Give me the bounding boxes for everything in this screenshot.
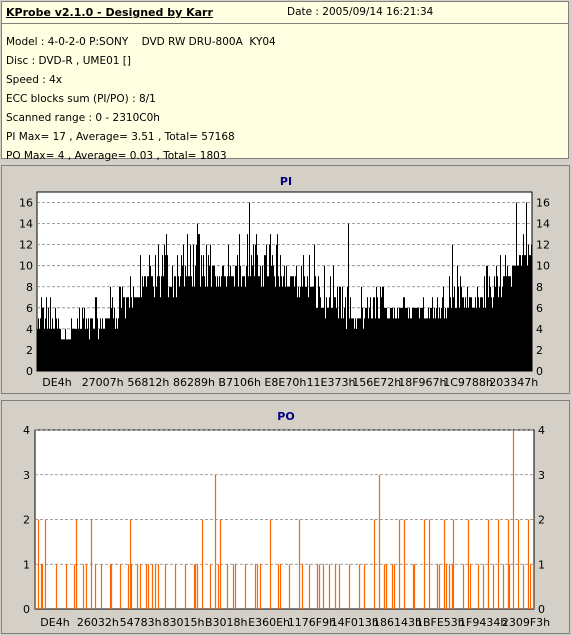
pi-bars [37, 202, 532, 371]
y-tick-label-left: 8 [26, 281, 33, 294]
y-tick-label-left: 6 [26, 302, 33, 315]
info-speed: Speed : 4x [6, 74, 63, 86]
x-tick-label: DE4h [40, 616, 69, 629]
info-scanned-range: Scanned range : 0 - 2310C0h [6, 112, 160, 124]
y-tick-label-left: 16 [19, 197, 33, 210]
po-chart-panel: PO 0 0 1 1 2 2 3 3 4 4 DE4h 26032h 54783h 83015h B3018h… [1, 400, 570, 634]
y-tick-label-right: 3 [538, 469, 545, 482]
scan-date: Date : 2005/09/14 16:21:34 [287, 6, 434, 18]
x-tick-label: 27007h [82, 376, 124, 389]
y-tick-label-left: 4 [23, 424, 30, 437]
y-tick-label-right: 8 [536, 281, 543, 294]
x-tick-label: 186143h [373, 616, 422, 629]
x-tick-label: 1BFE53h [416, 616, 465, 629]
x-tick-label: B3018h [205, 616, 248, 629]
x-tick-label: 86289h [173, 376, 215, 389]
y-tick-label-right: 10 [536, 260, 550, 273]
y-tick-label-right: 4 [536, 323, 543, 336]
y-tick-label-right: 1 [538, 558, 545, 571]
x-tick-label: E8E70h [264, 376, 306, 389]
x-tick-label: 56812h [127, 376, 169, 389]
pi-chart-panel: PI 0 0 2 2 4 4 6 6 8 8 10 10 12 12 14 14 16 16 DE4h 27007h 56… [1, 165, 570, 394]
app-title: KProbe v2.1.0 - Designed by Karr [6, 6, 213, 19]
x-tick-label: 2309F3h [502, 616, 550, 629]
info-divider [2, 23, 568, 24]
y-tick-label-left: 12 [19, 239, 33, 252]
plot-area [34, 429, 535, 610]
x-tick-label: 1C9788h [443, 376, 493, 389]
pi-chart: PI 0 0 2 2 4 4 6 6 8 8 10 10 12 12 14 14 16 16 DE4h 27007h 56… [19, 175, 550, 389]
x-tick-label: 156E72h [352, 376, 401, 389]
x-tick-label: 18F967h [398, 376, 446, 389]
y-tick-label-left: 14 [19, 218, 33, 231]
info-pi-stats: PI Max= 17 , Average= 3.51 , Total= 5716… [6, 131, 235, 143]
x-tick-label: 54783h [120, 616, 162, 629]
x-tick-label: DE4h [42, 376, 71, 389]
y-tick-label-right: 2 [536, 344, 543, 357]
x-tick-label: B7106h [218, 376, 261, 389]
x-tick-label: 14F013h [331, 616, 379, 629]
info-panel: KProbe v2.1.0 - Designed by Karr Date : … [1, 1, 569, 162]
y-tick-label-right: 0 [538, 603, 545, 616]
y-tick-label-left: 4 [26, 323, 33, 336]
x-tick-label: E360Eh [248, 616, 290, 629]
y-tick-label-left: 3 [23, 469, 30, 482]
y-tick-label-right: 0 [536, 365, 543, 378]
x-tick-label: 11E373h [307, 376, 356, 389]
y-tick-label-right: 6 [536, 302, 543, 315]
x-tick-label: 1F9434h [459, 616, 507, 629]
y-tick-label-left: 2 [26, 344, 33, 357]
chart-title: PI [280, 175, 292, 188]
y-tick-label-left: 0 [26, 365, 33, 378]
y-tick-label-right: 16 [536, 197, 550, 210]
po-chart: PO 0 0 1 1 2 2 3 3 4 4 DE4h 26032h 54783h 83015h B3018h… [23, 410, 550, 629]
y-tick-label-right: 4 [538, 424, 545, 437]
y-tick-label-left: 2 [23, 514, 30, 527]
po-bars [34, 430, 535, 609]
info-disc: Disc : DVD-R , UME01 [] [6, 55, 131, 67]
info-model: Model : 4-0-2-0 P:SONY DVD RW DRU-800A K… [6, 36, 276, 48]
y-tick-label-left: 1 [23, 558, 30, 571]
info-po-stats: PO Max= 4 , Average= 0.03 , Total= 1803 [6, 150, 227, 162]
chart-title: PO [277, 410, 294, 423]
y-tick-label-right: 2 [538, 514, 545, 527]
y-tick-label-right: 14 [536, 218, 550, 231]
x-tick-label: 83015h [162, 616, 204, 629]
x-tick-label: 1176F9h [288, 616, 336, 629]
y-tick-label-left: 10 [19, 260, 33, 273]
y-tick-label-right: 12 [536, 239, 550, 252]
info-ecc-blocks: ECC blocks sum (PI/PO) : 8/1 [6, 93, 156, 105]
x-tick-label: 203347h [489, 376, 538, 389]
x-tick-label: 26032h [77, 616, 119, 629]
y-tick-label-left: 0 [23, 603, 30, 616]
